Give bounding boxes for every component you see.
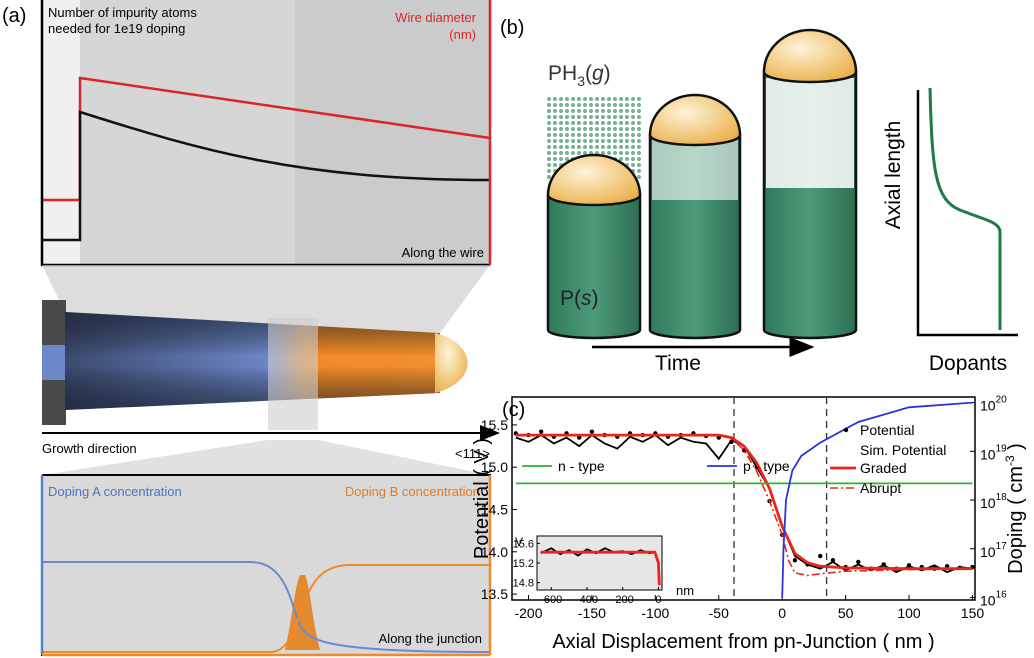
x-tick-label: -50 <box>709 605 729 621</box>
legend-label: p - type <box>743 458 790 474</box>
inset-x-tick-label: -600 <box>540 594 562 606</box>
label: Along the wire <box>402 245 484 260</box>
x-tick-label: 50 <box>838 605 854 621</box>
catalyst <box>764 30 856 82</box>
y2-tick-label: 1018 <box>980 492 1007 511</box>
tick-base: 10 <box>980 446 996 462</box>
x-tick-label: -200 <box>514 605 542 621</box>
label: Growth direction <box>42 441 137 456</box>
x-axis-label: Axial Displacement from pn-Junction ( nm… <box>552 631 934 653</box>
tick-base: 10 <box>980 593 996 609</box>
tick-base: 10 <box>980 544 996 560</box>
point <box>590 429 594 433</box>
tick-base: 10 <box>980 398 996 414</box>
label: Time <box>655 352 701 375</box>
gradient-zone <box>652 140 738 200</box>
x-tick-label: -100 <box>641 605 669 621</box>
panel-b: (b) PH3(g) P(s) Time Axial length Dopant… <box>500 17 1018 375</box>
legend-label: n - type <box>558 458 605 474</box>
y-axis-label: Potential ( V ) <box>471 438 493 559</box>
tick-exponent: 16 <box>996 590 1008 601</box>
panel-label: (b) <box>500 17 524 39</box>
label: Along the junction <box>379 631 482 646</box>
catalyst <box>650 95 740 145</box>
label-part: ) <box>1005 443 1027 455</box>
inset-y-label: V <box>515 535 523 549</box>
point <box>539 429 543 433</box>
inset-x-tick-label: 0 <box>655 594 661 606</box>
y-tick-label: 13.5 <box>481 586 508 602</box>
plot-bg <box>42 0 80 265</box>
wire-core <box>42 345 66 380</box>
gradient-zone <box>766 78 854 188</box>
x-tick-label: 100 <box>897 605 921 621</box>
tick-exponent: 20 <box>996 395 1008 406</box>
catalyst <box>435 333 468 393</box>
label-part: Doping ( cm <box>1005 466 1027 574</box>
legend-label: Sim. Potential <box>860 442 946 458</box>
y-tick-label: 15.5 <box>481 417 508 433</box>
inset-x-tick-label: -200 <box>612 594 634 606</box>
panel-label: (a) <box>2 5 26 27</box>
y2-tick-label: 1020 <box>980 395 1007 414</box>
y2-tick-label: 1016 <box>980 590 1007 609</box>
legend-label: Potential <box>860 422 914 438</box>
label: Doping B concentration <box>345 484 480 499</box>
tick-base: 10 <box>980 495 996 511</box>
x-tick-label: -150 <box>578 605 606 621</box>
y2-axis-label: Doping ( cm-3 ) <box>1003 443 1027 574</box>
point <box>856 560 860 564</box>
point <box>818 554 822 558</box>
cylinder <box>548 195 640 338</box>
inset-y-tick-label: 15.2 <box>513 558 534 570</box>
legend-swatch <box>844 428 848 432</box>
x-tick-label: 0 <box>778 605 786 621</box>
figure: (a) Number of impurity atomsneeded for 1… <box>0 0 1034 658</box>
label: Axial length <box>882 121 905 230</box>
dopant-curve <box>930 88 1000 330</box>
inset-x-unit: nm <box>676 583 694 598</box>
label-sup: -3 <box>1003 455 1017 466</box>
inset-x-tick-label: -400 <box>576 594 598 606</box>
label: P(s) <box>560 287 599 310</box>
label: Doping A concentration <box>48 484 182 499</box>
inset-y-tick-label: 14.8 <box>513 578 534 590</box>
legend-label: Graded <box>860 460 907 476</box>
point <box>793 558 797 562</box>
legend-label: Abrupt <box>860 480 901 496</box>
y2-tick-label: 1017 <box>980 541 1007 560</box>
label: Dopants <box>929 352 1007 375</box>
label: PH3(g) <box>548 62 611 89</box>
inset-frame <box>537 536 662 590</box>
